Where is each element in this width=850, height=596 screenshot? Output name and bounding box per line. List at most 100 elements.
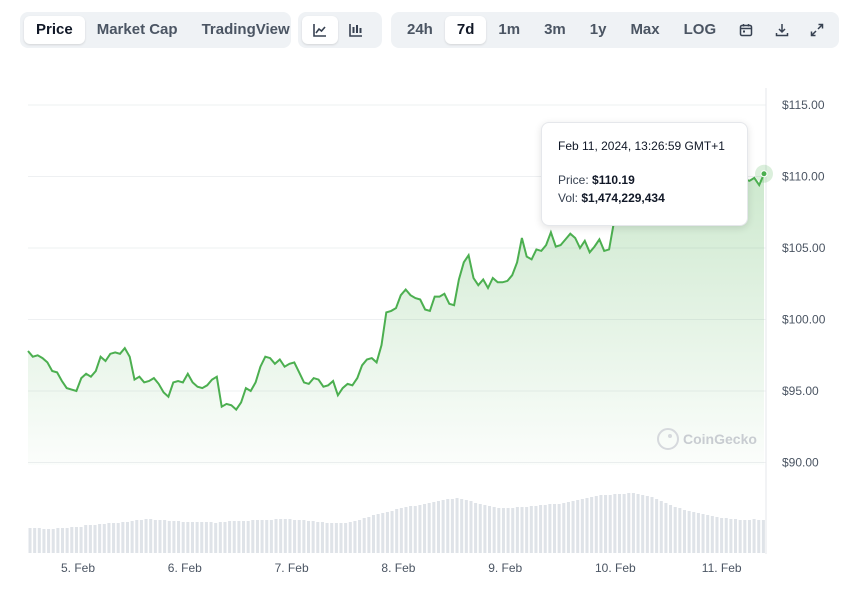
volume-bar	[580, 499, 584, 553]
volume-bar	[436, 501, 440, 553]
volume-bar	[469, 501, 473, 553]
volume-bar	[497, 508, 501, 553]
volume-bar	[367, 517, 371, 553]
volume-bar	[311, 521, 315, 553]
volume-bar	[692, 512, 696, 553]
volume-bar	[743, 520, 747, 553]
volume-bar	[488, 506, 492, 553]
volume-bar	[51, 529, 55, 553]
range-1y[interactable]: 1y	[589, 21, 607, 38]
volume-bar	[687, 511, 691, 553]
volume-bar	[255, 520, 259, 553]
volume-bar	[576, 500, 580, 553]
volume-bar	[288, 519, 292, 553]
volume-bar	[65, 528, 69, 553]
volume-bar	[525, 507, 529, 553]
calendar-icon[interactable]	[728, 16, 764, 44]
volume-bar	[501, 508, 505, 553]
volume-bar	[334, 523, 338, 553]
volume-bar	[47, 529, 51, 553]
candlestick-chart-icon[interactable]	[338, 16, 374, 44]
volume-bar	[520, 507, 524, 553]
volume-bar	[515, 507, 519, 553]
y-tick-label: $95.00	[782, 384, 819, 398]
download-icon[interactable]	[764, 16, 800, 44]
volume-bar	[33, 528, 37, 553]
volume-bar	[362, 518, 366, 553]
volume-bar	[529, 506, 533, 553]
volume-bar	[279, 519, 283, 553]
volume-bar	[37, 528, 41, 553]
x-tick-label: 11. Feb	[702, 561, 742, 575]
volume-bar	[418, 505, 422, 553]
volume-bar	[190, 522, 194, 553]
volume-bar	[297, 520, 301, 553]
volume-bar	[478, 504, 482, 553]
tab-tradingview[interactable]: TradingView	[201, 21, 290, 38]
volume-bar	[566, 502, 570, 553]
volume-bar	[724, 518, 728, 553]
volume-bar	[664, 503, 668, 553]
volume-bar	[130, 521, 134, 553]
expand-icon[interactable]	[799, 16, 835, 44]
volume-bar	[181, 522, 185, 553]
volume-bar	[669, 505, 673, 553]
volume-bar	[761, 520, 765, 553]
volume-bar	[571, 501, 575, 553]
volume-bar	[125, 522, 130, 553]
volume-bar	[214, 523, 218, 553]
tooltip-price-value: $110.19	[592, 173, 635, 187]
volume-bar	[608, 495, 612, 553]
tab-market-cap[interactable]: Market Cap	[96, 21, 178, 38]
volume-bar	[209, 522, 213, 553]
range-24h[interactable]: 24h	[407, 21, 433, 38]
range-1m[interactable]: 1m	[498, 21, 521, 38]
volume-bar	[84, 525, 88, 553]
volume-bar	[604, 495, 608, 553]
y-tick-label: $90.00	[782, 456, 819, 470]
volume-bar	[409, 506, 413, 553]
volume-bar	[650, 497, 654, 553]
y-tick-label: $105.00	[782, 241, 826, 255]
volume-bar	[60, 528, 65, 553]
range-7d[interactable]: 7d	[444, 16, 487, 44]
range-tabs: 24h 7d 1m 3m 1y Max LOG	[391, 12, 839, 48]
line-chart-icon[interactable]	[302, 16, 338, 44]
volume-bar	[636, 494, 640, 553]
volume-bar	[74, 527, 78, 553]
volume-bar	[260, 520, 264, 553]
volume-bar	[552, 504, 557, 553]
tab-price[interactable]: Price	[24, 16, 85, 44]
volume-bar	[543, 505, 547, 553]
volume-bar	[320, 522, 324, 553]
range-3m[interactable]: 3m	[544, 21, 566, 38]
volume-bar	[144, 519, 148, 553]
volume-bar	[715, 517, 719, 553]
volume-bar	[302, 520, 306, 553]
volume-bar	[701, 514, 705, 553]
volume-bar	[617, 494, 622, 553]
volume-bar	[455, 498, 459, 553]
volume-bar	[590, 497, 594, 553]
volume-bar	[167, 521, 171, 553]
volume-bar	[622, 494, 626, 553]
volume-bar	[158, 520, 162, 553]
volume-bar	[153, 520, 157, 553]
volume-bar	[492, 507, 496, 553]
volume-bar	[390, 511, 394, 553]
volume-bar	[242, 521, 246, 553]
volume-bar	[79, 527, 83, 553]
tooltip-price-row: Price: $110.19	[558, 173, 731, 187]
volume-bar	[353, 521, 357, 553]
volume-bar	[404, 507, 408, 553]
volume-bar	[93, 525, 97, 553]
log-toggle[interactable]: LOG	[683, 21, 717, 38]
volume-bar	[548, 504, 552, 553]
volume-bar	[70, 527, 74, 553]
volume-bar	[752, 519, 756, 553]
volume-bar	[696, 513, 700, 553]
x-tick-label: 10. Feb	[595, 561, 636, 575]
range-max[interactable]: Max	[630, 21, 660, 38]
volume-bar	[344, 523, 348, 553]
